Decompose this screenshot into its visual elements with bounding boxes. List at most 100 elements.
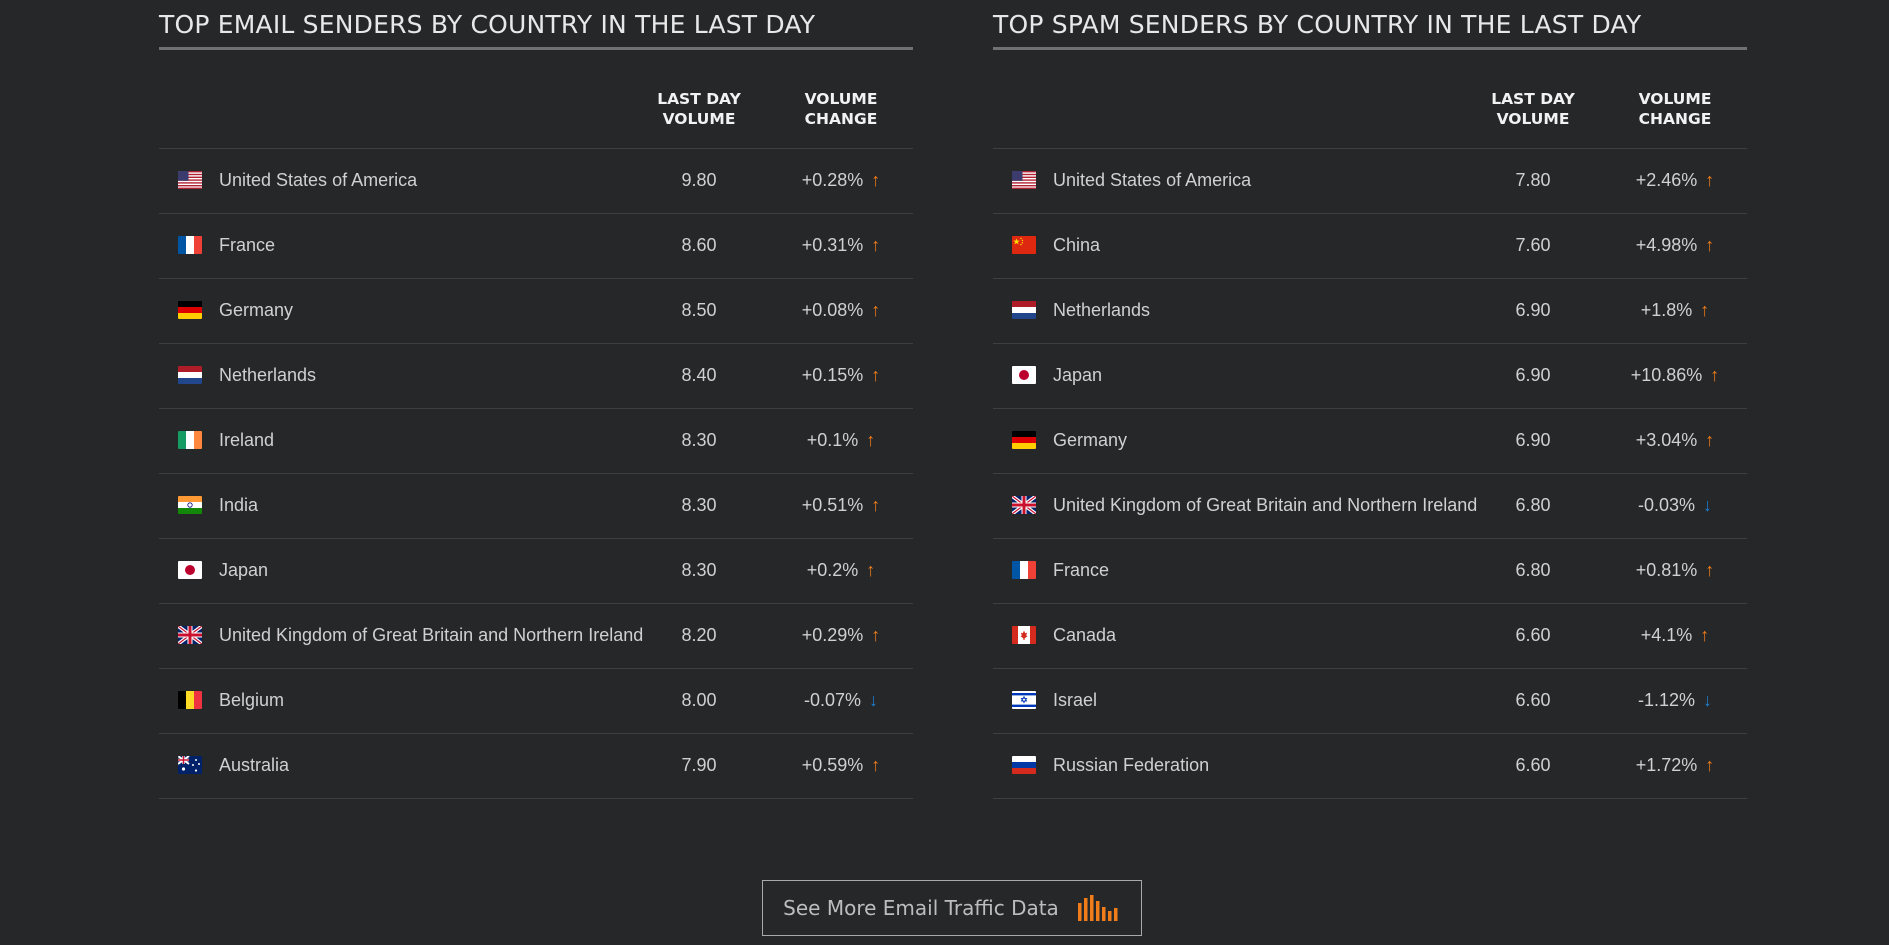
cn-flag-icon xyxy=(1012,236,1036,254)
country-name: India xyxy=(219,495,259,515)
gb-flag-icon xyxy=(1012,496,1036,514)
volume-change-value: +0.15% xyxy=(801,365,864,385)
spam-table-header: LAST DAY VOLUME VOLUME CHANGE xyxy=(993,50,1747,149)
last-day-volume: 6.80 xyxy=(1515,560,1551,580)
au-flag-icon xyxy=(178,756,202,774)
volume-change: +4.98% ↑ xyxy=(1610,235,1740,256)
last-day-volume: 6.60 xyxy=(1515,755,1551,775)
last-day-volume: 6.60 xyxy=(1515,625,1551,645)
arrow-up-icon: ↑ xyxy=(1705,430,1715,450)
table-row: Ireland 8.30 +0.1% ↑ xyxy=(159,409,913,474)
email-senders-title: TOP EMAIL SENDERS BY COUNTRY IN THE LAST… xyxy=(159,0,913,50)
volume-change-value: +0.81% xyxy=(1635,560,1698,580)
last-day-volume: 6.90 xyxy=(1515,430,1551,450)
bar-chart-icon xyxy=(1077,895,1121,921)
table-row: Belgium 8.00 -0.07% ↓ xyxy=(159,669,913,734)
arrow-up-icon: ↑ xyxy=(1700,300,1710,320)
volume-change: +0.51% ↑ xyxy=(776,495,906,516)
country-name: France xyxy=(219,235,276,255)
fr-flag-icon xyxy=(1012,561,1036,579)
volume-change-value: -1.12% xyxy=(1637,690,1696,710)
arrow-up-icon: ↑ xyxy=(866,560,876,580)
table-row: China 7.60 +4.98% ↑ xyxy=(993,214,1747,279)
column-header-volume: LAST DAY VOLUME xyxy=(657,90,741,128)
fr-flag-icon xyxy=(178,236,202,254)
arrow-up-icon: ↑ xyxy=(1700,625,1710,645)
volume-change: +1.8% ↑ xyxy=(1610,300,1740,321)
table-row: United States of America 7.80 +2.46% ↑ xyxy=(993,149,1747,214)
volume-change: +3.04% ↑ xyxy=(1610,430,1740,451)
last-day-volume: 9.80 xyxy=(681,170,717,190)
last-day-volume: 7.80 xyxy=(1515,170,1551,190)
last-day-volume: 7.60 xyxy=(1515,235,1551,255)
last-day-volume: 8.30 xyxy=(681,430,717,450)
table-row: Netherlands 8.40 +0.15% ↑ xyxy=(159,344,913,409)
last-day-volume: 8.40 xyxy=(681,365,717,385)
volume-change-value: +10.86% xyxy=(1630,365,1703,385)
volume-change-value: +0.28% xyxy=(801,170,864,190)
arrow-up-icon: ↑ xyxy=(871,495,881,515)
volume-change-value: +3.04% xyxy=(1635,430,1698,450)
gb-flag-icon xyxy=(178,626,202,644)
table-row: France 6.80 +0.81% ↑ xyxy=(993,539,1747,604)
country-name: Australia xyxy=(219,755,290,775)
last-day-volume: 8.50 xyxy=(681,300,717,320)
table-row: Russian Federation 6.60 +1.72% ↑ xyxy=(993,734,1747,799)
volume-change-value: +4.1% xyxy=(1640,625,1693,645)
last-day-volume: 7.90 xyxy=(681,755,717,775)
table-row: Canada 6.60 +4.1% ↑ xyxy=(993,604,1747,669)
country-name: Israel xyxy=(1053,690,1098,710)
de-flag-icon xyxy=(1012,431,1036,449)
table-row: United Kingdom of Great Britain and Nort… xyxy=(159,604,913,669)
volume-change: -0.03% ↓ xyxy=(1610,495,1740,516)
table-row: Japan 6.90 +10.86% ↑ xyxy=(993,344,1747,409)
volume-change: +0.59% ↑ xyxy=(776,755,906,776)
arrow-down-icon: ↓ xyxy=(869,690,879,710)
last-day-volume: 6.90 xyxy=(1515,365,1551,385)
volume-change-value: +0.29% xyxy=(801,625,864,645)
country-name: Netherlands xyxy=(1053,300,1151,320)
arrow-up-icon: ↑ xyxy=(871,625,881,645)
volume-change-value: +0.1% xyxy=(806,430,859,450)
volume-change-value: +1.8% xyxy=(1640,300,1693,320)
arrow-up-icon: ↑ xyxy=(871,235,881,255)
country-name: United Kingdom of Great Britain and Nort… xyxy=(219,625,644,645)
volume-change: +4.1% ↑ xyxy=(1610,625,1740,646)
volume-change: +0.2% ↑ xyxy=(776,560,906,581)
country-name: Russian Federation xyxy=(1053,755,1210,775)
arrow-up-icon: ↑ xyxy=(1705,560,1715,580)
volume-change-value: +0.59% xyxy=(801,755,864,775)
last-day-volume: 8.30 xyxy=(681,495,717,515)
see-more-email-traffic-button[interactable]: See More Email Traffic Data xyxy=(762,880,1142,936)
last-day-volume: 6.80 xyxy=(1515,495,1551,515)
last-day-volume: 8.00 xyxy=(681,690,717,710)
ru-flag-icon xyxy=(1012,756,1036,774)
arrow-up-icon: ↑ xyxy=(871,300,881,320)
volume-change-value: +0.51% xyxy=(801,495,864,515)
country-name: Belgium xyxy=(219,690,285,710)
arrow-up-icon: ↑ xyxy=(1710,365,1720,385)
country-name: Japan xyxy=(219,560,269,580)
us-flag-icon xyxy=(178,171,202,189)
volume-change: +0.29% ↑ xyxy=(776,625,906,646)
volume-change: +0.28% ↑ xyxy=(776,170,906,191)
country-name: United Kingdom of Great Britain and Nort… xyxy=(1053,495,1478,515)
country-name: United States of America xyxy=(219,170,418,190)
volume-change: -0.07% ↓ xyxy=(776,690,906,711)
table-row: Japan 8.30 +0.2% ↑ xyxy=(159,539,913,604)
arrow-down-icon: ↓ xyxy=(1703,495,1713,515)
column-header-volume: LAST DAY VOLUME xyxy=(1491,90,1575,128)
last-day-volume: 8.30 xyxy=(681,560,717,580)
table-row: India 8.30 +0.51% ↑ xyxy=(159,474,913,539)
table-row: Germany 8.50 +0.08% ↑ xyxy=(159,279,913,344)
country-name: France xyxy=(1053,560,1110,580)
volume-change: +1.72% ↑ xyxy=(1610,755,1740,776)
country-name: Netherlands xyxy=(219,365,317,385)
volume-change: -1.12% ↓ xyxy=(1610,690,1740,711)
table-row: Israel 6.60 -1.12% ↓ xyxy=(993,669,1747,734)
country-name: Ireland xyxy=(219,430,275,450)
volume-change-value: +2.46% xyxy=(1635,170,1698,190)
volume-change-value: +0.08% xyxy=(801,300,864,320)
volume-change: +10.86% ↑ xyxy=(1610,365,1740,386)
last-day-volume: 6.90 xyxy=(1515,300,1551,320)
